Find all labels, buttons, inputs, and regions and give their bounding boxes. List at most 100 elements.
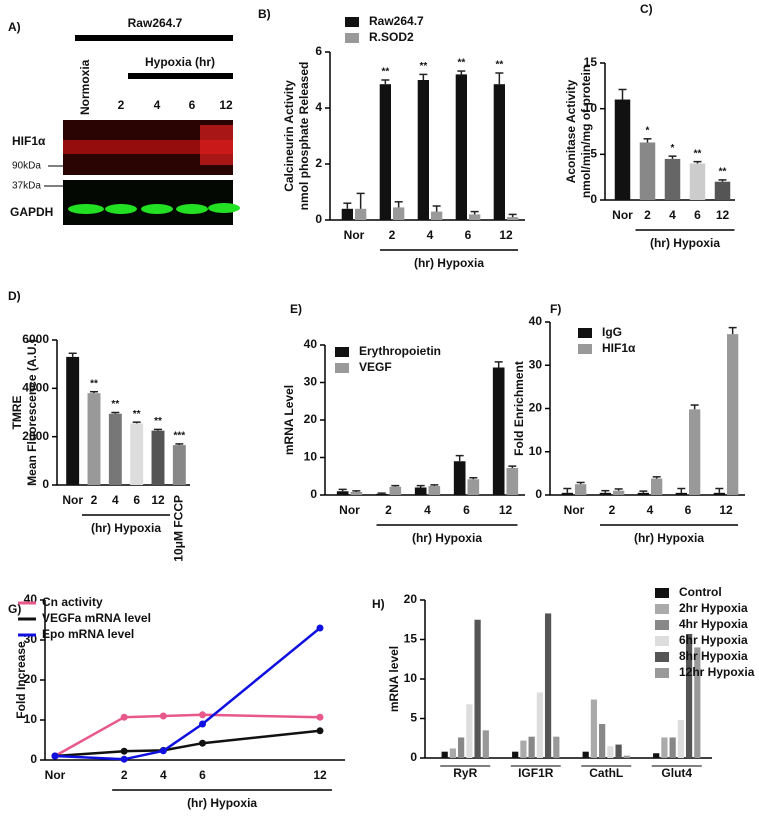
x-tick-label: Nor: [344, 228, 365, 242]
bar: [375, 493, 388, 495]
legend-label: VEGFa mRNA level: [42, 611, 151, 625]
point: [120, 747, 128, 755]
bar: [599, 724, 606, 758]
significance: **: [419, 61, 427, 72]
x-tick-label: 4: [647, 503, 654, 517]
legend-label: 2hr Hypoxia: [679, 601, 748, 615]
group-label: (hr) Hypoxia: [412, 531, 482, 545]
legend-label: Erythropoietin: [359, 344, 441, 358]
legend-swatch: [655, 652, 669, 662]
y-tick-label: 20: [304, 412, 318, 426]
x-tick-label: 2: [644, 208, 651, 222]
y-tick-label: 30: [304, 375, 318, 389]
significance: **: [154, 416, 162, 427]
y-tick-label: 0: [42, 477, 49, 491]
treatment-label: Hypoxia (hr): [145, 55, 215, 69]
y-axis-label: Mean Fluorescence (A.U.): [25, 339, 39, 486]
x-tick-label: 2: [609, 503, 616, 517]
x-tick-label: 6: [463, 503, 470, 517]
bar: [713, 492, 725, 495]
lane-label: 4: [154, 98, 161, 112]
bar: [507, 217, 519, 220]
y-tick-label: 0: [410, 750, 417, 764]
bar: [664, 158, 681, 200]
legend-label: 6hr Hypoxia: [679, 633, 748, 647]
lane-label: Normoxia: [78, 59, 92, 115]
x-tick-label: RyR: [453, 766, 477, 780]
y-tick-label: 0: [590, 192, 597, 206]
bar: [466, 704, 473, 758]
bar: [469, 214, 481, 220]
panel-label: D): [8, 289, 21, 303]
x-tick-label: 12: [499, 228, 513, 242]
bar: [350, 492, 363, 495]
bar: [389, 486, 402, 495]
x-tick-label: 6: [133, 493, 140, 507]
bar: [493, 84, 505, 220]
bar: [453, 461, 466, 495]
point: [159, 712, 167, 720]
point: [316, 624, 324, 632]
bar: [599, 492, 611, 495]
point: [316, 727, 324, 735]
bar: [458, 737, 465, 758]
y-tick-label: 20: [24, 672, 38, 686]
group-label: (hr) Hypoxia: [634, 531, 704, 545]
y-tick-label: 6000: [22, 332, 49, 346]
band: [208, 203, 240, 213]
significance: **: [694, 148, 702, 159]
x-tick-label: 12: [313, 768, 327, 782]
x-tick-label: 2: [389, 228, 396, 242]
bar: [512, 751, 519, 758]
point: [51, 752, 59, 760]
bar: [520, 740, 527, 758]
x-tick-label: 4: [669, 208, 676, 222]
y-tick-label: 0: [30, 752, 37, 766]
y-tick-label: 10: [304, 450, 318, 464]
y-tick-label: 10: [24, 712, 38, 726]
y-axis-label: Fold Increase: [14, 641, 28, 719]
y-tick-label: 15: [584, 55, 598, 69]
group-label: Raw264.7: [128, 16, 183, 30]
legend-swatch: [345, 33, 359, 43]
y-tick-label: 2000: [22, 429, 49, 443]
legend-swatch: [655, 620, 669, 630]
bar: [414, 487, 427, 495]
x-tick-label: 12: [499, 503, 513, 517]
y-axis-label: Fold Enrichment: [512, 361, 526, 456]
point: [120, 755, 128, 763]
legend-swatch: [578, 344, 592, 354]
x-tick-label: 2: [385, 503, 392, 517]
bar: [431, 211, 443, 220]
bar: [467, 479, 480, 495]
legend-label: Cn activity: [42, 595, 103, 609]
y-axis-label: nmol/min/mg of protein: [579, 65, 593, 198]
band: [63, 140, 233, 154]
bar: [661, 737, 668, 758]
bar: [685, 633, 693, 758]
bar: [428, 486, 441, 495]
legend-label: VEGF: [359, 360, 392, 374]
bar: [506, 468, 519, 495]
y-tick-label: 40: [304, 337, 318, 351]
bar: [336, 491, 349, 495]
legend-swatch: [655, 636, 669, 646]
bar: [441, 751, 448, 758]
panel-label: G): [8, 602, 21, 616]
y-tick-label: 10: [529, 444, 543, 458]
bar: [615, 744, 622, 758]
x-tick-label: 6: [199, 768, 206, 782]
bar: [393, 207, 405, 220]
legend-label: 4hr Hypoxia: [679, 617, 748, 631]
significance: **: [90, 378, 98, 389]
x-tick-label: Nor: [339, 503, 360, 517]
bar: [689, 409, 701, 495]
x-tick-label: Nor: [62, 493, 83, 507]
band: [141, 204, 173, 214]
y-tick-label: 0: [310, 487, 317, 501]
significance: *: [671, 143, 675, 154]
x-tick-label: 4: [112, 493, 119, 507]
point: [120, 713, 128, 721]
band-label: GAPDH: [10, 205, 53, 219]
